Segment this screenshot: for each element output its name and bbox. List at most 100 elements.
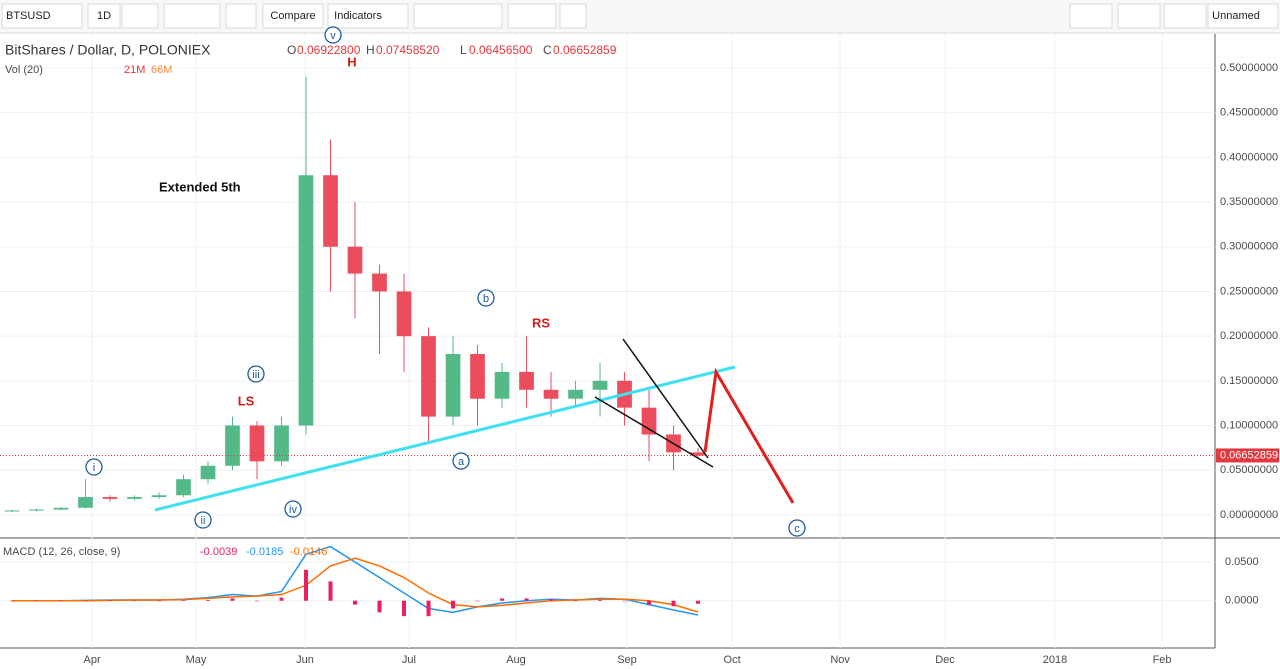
macd-histogram-bar	[696, 600, 701, 604]
toolbar: BTSUSD 1D Compare Indicators Unnamed	[0, 0, 1280, 34]
y-tick-label: 0.00000000	[1220, 509, 1278, 521]
menu-button[interactable]	[121, 3, 159, 29]
macd-line-value: -0.0185	[246, 546, 283, 558]
candle-body	[396, 291, 412, 337]
interval-button[interactable]	[87, 3, 121, 29]
wave-circle	[85, 458, 103, 476]
vol-ma: 66M	[151, 64, 172, 76]
vol-value: 21M	[124, 64, 145, 76]
candle-body	[298, 175, 314, 426]
cloud-save[interactable]	[1163, 3, 1207, 29]
wave-circle	[324, 26, 342, 44]
candle-body	[445, 354, 461, 417]
macd-histogram-bar	[206, 599, 211, 601]
y-tick-label: 0.0500	[1225, 556, 1259, 568]
h-value: 0.07458520	[376, 43, 440, 57]
macd-histogram-bar	[500, 598, 505, 601]
y-tick-label: 0.0000	[1225, 595, 1259, 607]
macd-histogram-bar	[622, 600, 627, 602]
y-tick-label: 0.25000000	[1220, 285, 1278, 297]
undo-redo[interactable]	[507, 3, 557, 29]
macd-histogram-bar	[671, 600, 676, 607]
o-label: O	[287, 43, 296, 57]
color-button[interactable]	[1069, 3, 1113, 29]
o-value: 0.06922800	[297, 43, 361, 57]
projection	[703, 367, 795, 504]
x-tick-label: Jun	[296, 654, 314, 666]
cloud-load[interactable]	[1117, 3, 1161, 29]
vol-title: Vol (20)	[5, 64, 43, 76]
symbol: BTSUSD	[6, 10, 51, 22]
x-tick-label: Dec	[935, 654, 955, 666]
drawings	[154, 338, 795, 512]
x-tick-label: 2018	[1043, 654, 1067, 666]
macd-signal-value: -0.0146	[290, 546, 327, 558]
wave-circle	[452, 452, 470, 470]
y-tick-label: 0.05000000	[1220, 464, 1278, 476]
candle-body	[102, 497, 118, 499]
macd-histogram-bar	[328, 581, 333, 601]
y-tick-label: 0.45000000	[1220, 107, 1278, 119]
macd-histogram-bar	[230, 598, 235, 601]
macd-title: MACD (12, 26, close, 9)	[3, 546, 120, 558]
indicators: Indicators	[334, 10, 382, 22]
compare: Compare	[270, 10, 315, 22]
wave-label: i	[93, 462, 95, 474]
y-tick-label: 0.15000000	[1220, 375, 1278, 387]
indicators-button[interactable]	[327, 3, 409, 29]
y-tick-label: 0.10000000	[1220, 419, 1278, 431]
symbol-box[interactable]	[1, 3, 83, 29]
wave-circle	[247, 365, 265, 383]
macd-histogram-bar	[524, 598, 529, 601]
candle-body	[249, 425, 265, 462]
candle-body	[200, 465, 216, 480]
macd-histogram-bar	[10, 600, 15, 602]
candle-body	[568, 389, 583, 399]
alert-button[interactable]	[413, 3, 503, 29]
y-tick-label: 0.20000000	[1220, 330, 1278, 342]
candle-body	[372, 273, 387, 292]
wave-label: ii	[201, 515, 206, 527]
macd-histogram-bar	[402, 600, 407, 617]
symbol-title: BitShares / Dollar, D, POLONIEX	[5, 42, 211, 58]
macd-histogram-bar	[304, 569, 309, 601]
grid	[0, 34, 1215, 648]
wave-circle	[477, 289, 495, 307]
wave-label: a	[458, 456, 465, 468]
chart-type-button[interactable]	[163, 3, 221, 29]
macd-histogram-bar	[573, 600, 578, 602]
macd-histogram-bar	[549, 599, 554, 601]
y-tick-label: 0.35000000	[1220, 196, 1278, 208]
candle-body	[592, 380, 608, 390]
l-label: L	[460, 43, 467, 57]
candle-body	[421, 336, 436, 417]
fullscreen-button[interactable]	[559, 3, 587, 29]
c-value: 0.06652859	[553, 43, 617, 57]
macd-histogram-bar	[157, 600, 162, 602]
candle-body	[323, 175, 338, 247]
candle-body	[151, 495, 167, 498]
h-label: H	[366, 43, 375, 57]
compare-button[interactable]	[262, 3, 324, 29]
x-tick-label: Sep	[617, 654, 637, 666]
macd-histogram-bar	[353, 600, 358, 605]
candle-body	[176, 479, 191, 496]
x-tick-label: Feb	[1153, 654, 1172, 666]
macd-histogram-bar	[279, 597, 284, 601]
macd-histogram-bar	[377, 600, 382, 613]
l-value: 0.06456500	[469, 43, 533, 57]
candle-body	[78, 497, 93, 508]
settings-button[interactable]	[225, 3, 257, 29]
legend: BitShares / Dollar, D, POLONIEX O 0.0692…	[3, 42, 617, 558]
macd-histogram-bar	[83, 600, 88, 601]
c-label: C	[543, 43, 552, 57]
macd-histogram-bar	[132, 600, 137, 602]
candle-body	[347, 246, 363, 274]
layout-button[interactable]	[1207, 3, 1279, 29]
y-tick-label: 0.30000000	[1220, 241, 1278, 253]
candle-body	[494, 371, 510, 399]
macd-line	[12, 557, 699, 613]
wave-label: b	[483, 293, 489, 305]
candle-body	[225, 425, 240, 466]
